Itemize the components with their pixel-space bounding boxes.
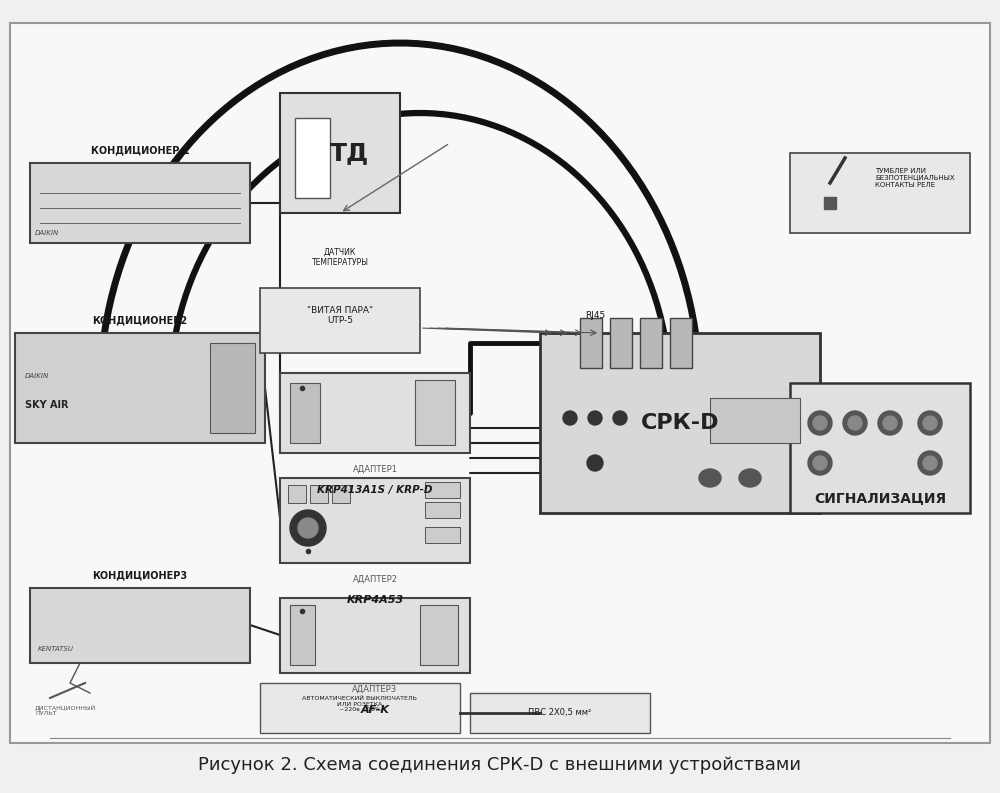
Circle shape <box>808 411 832 435</box>
Circle shape <box>290 510 326 546</box>
Bar <box>470 693 650 733</box>
Text: KRP413A1S / KRP-D: KRP413A1S / KRP-D <box>317 485 433 495</box>
Text: DAIKIN: DAIKIN <box>25 373 49 379</box>
Text: Рисунок 2. Схема соединения СРК-D с внешними устройствами: Рисунок 2. Схема соединения СРК-D с внеш… <box>198 756 802 774</box>
Bar <box>210 343 255 433</box>
Text: АДАПТЕР1: АДАПТЕР1 <box>352 465 398 474</box>
Bar <box>280 93 400 213</box>
Circle shape <box>813 416 827 430</box>
Bar <box>290 383 320 443</box>
Bar <box>790 383 970 513</box>
Text: КОНДИЦИОНЕР 1: КОНДИЦИОНЕР 1 <box>91 145 189 155</box>
Bar <box>425 482 460 498</box>
Text: RJ45: RJ45 <box>585 311 605 320</box>
Bar <box>540 333 820 513</box>
Bar <box>280 478 470 563</box>
Bar <box>260 683 460 733</box>
Circle shape <box>808 451 832 475</box>
Text: СРК-D: СРК-D <box>641 413 719 433</box>
Bar <box>580 318 602 368</box>
Circle shape <box>587 455 603 471</box>
Text: DAIKIN: DAIKIN <box>35 230 59 236</box>
Bar <box>295 118 330 198</box>
Bar <box>15 333 265 443</box>
Bar <box>290 605 315 665</box>
Text: SKY AIR: SKY AIR <box>25 400 68 410</box>
Bar <box>415 380 455 445</box>
Bar <box>332 485 350 503</box>
Bar <box>790 153 970 233</box>
Text: СИГНАЛИЗАЦИЯ: СИГНАЛИЗАЦИЯ <box>814 491 946 505</box>
Bar <box>425 502 460 518</box>
Text: АДАПТЕР2: АДАПТЕР2 <box>352 575 398 584</box>
Bar <box>30 163 250 243</box>
Bar <box>280 373 470 453</box>
Ellipse shape <box>699 469 721 487</box>
Text: KENTATSU: KENTATSU <box>38 646 74 652</box>
Circle shape <box>878 411 902 435</box>
Text: ДИСТАНЦИОННЫЙ
ПУЛЬТ: ДИСТАНЦИОННЫЙ ПУЛЬТ <box>35 704 96 716</box>
Text: ТУМБЛЕР ИЛИ
БЕЗПОТЕНЦИАЛЬНЫХ
КОНТАКТЫ РЕЛЕ: ТУМБЛЕР ИЛИ БЕЗПОТЕНЦИАЛЬНЫХ КОНТАКТЫ РЕ… <box>875 168 955 188</box>
Text: ДАТЧИК
ТЕМПЕРАТУРЫ: ДАТЧИК ТЕМПЕРАТУРЫ <box>312 248 368 267</box>
Bar <box>288 485 306 503</box>
Bar <box>640 318 662 368</box>
Bar <box>420 605 458 665</box>
Text: АДАПТЕР3: АДАПТЕР3 <box>352 685 398 694</box>
Circle shape <box>918 411 942 435</box>
Text: КОНДИЦИОНЕР3: КОНДИЦИОНЕР3 <box>92 570 188 580</box>
Bar <box>710 398 800 443</box>
Bar <box>610 318 632 368</box>
Circle shape <box>588 411 602 425</box>
Text: ТД: ТД <box>330 141 370 165</box>
Text: KRP4A53: KRP4A53 <box>346 595 404 605</box>
Ellipse shape <box>739 469 761 487</box>
Circle shape <box>843 411 867 435</box>
Circle shape <box>298 518 318 538</box>
Text: ПВС 2Х0,5 мм²: ПВС 2Х0,5 мм² <box>528 708 592 718</box>
Bar <box>280 598 470 673</box>
Text: AF-K: AF-K <box>360 705 390 715</box>
Circle shape <box>923 416 937 430</box>
Text: АВТОМАТИЧЕСКИЙ ВЫКЛЮЧАТЕЛЬ
ИЛИ РОЗЕТКА
~220в ±10%: АВТОМАТИЧЕСКИЙ ВЫКЛЮЧАТЕЛЬ ИЛИ РОЗЕТКА ~… <box>302 695 418 712</box>
Bar <box>310 485 328 503</box>
Circle shape <box>813 456 827 470</box>
Circle shape <box>848 416 862 430</box>
Circle shape <box>923 456 937 470</box>
Bar <box>670 318 692 368</box>
Circle shape <box>563 411 577 425</box>
Circle shape <box>883 416 897 430</box>
Bar <box>425 527 460 543</box>
Text: "ВИТАЯ ПАРА"
UTP-5: "ВИТАЯ ПАРА" UTP-5 <box>307 306 373 325</box>
Bar <box>260 288 420 353</box>
Text: КОНДИЦИОНЕР2: КОНДИЦИОНЕР2 <box>92 315 188 325</box>
Circle shape <box>918 451 942 475</box>
Circle shape <box>613 411 627 425</box>
Bar <box>30 588 250 663</box>
